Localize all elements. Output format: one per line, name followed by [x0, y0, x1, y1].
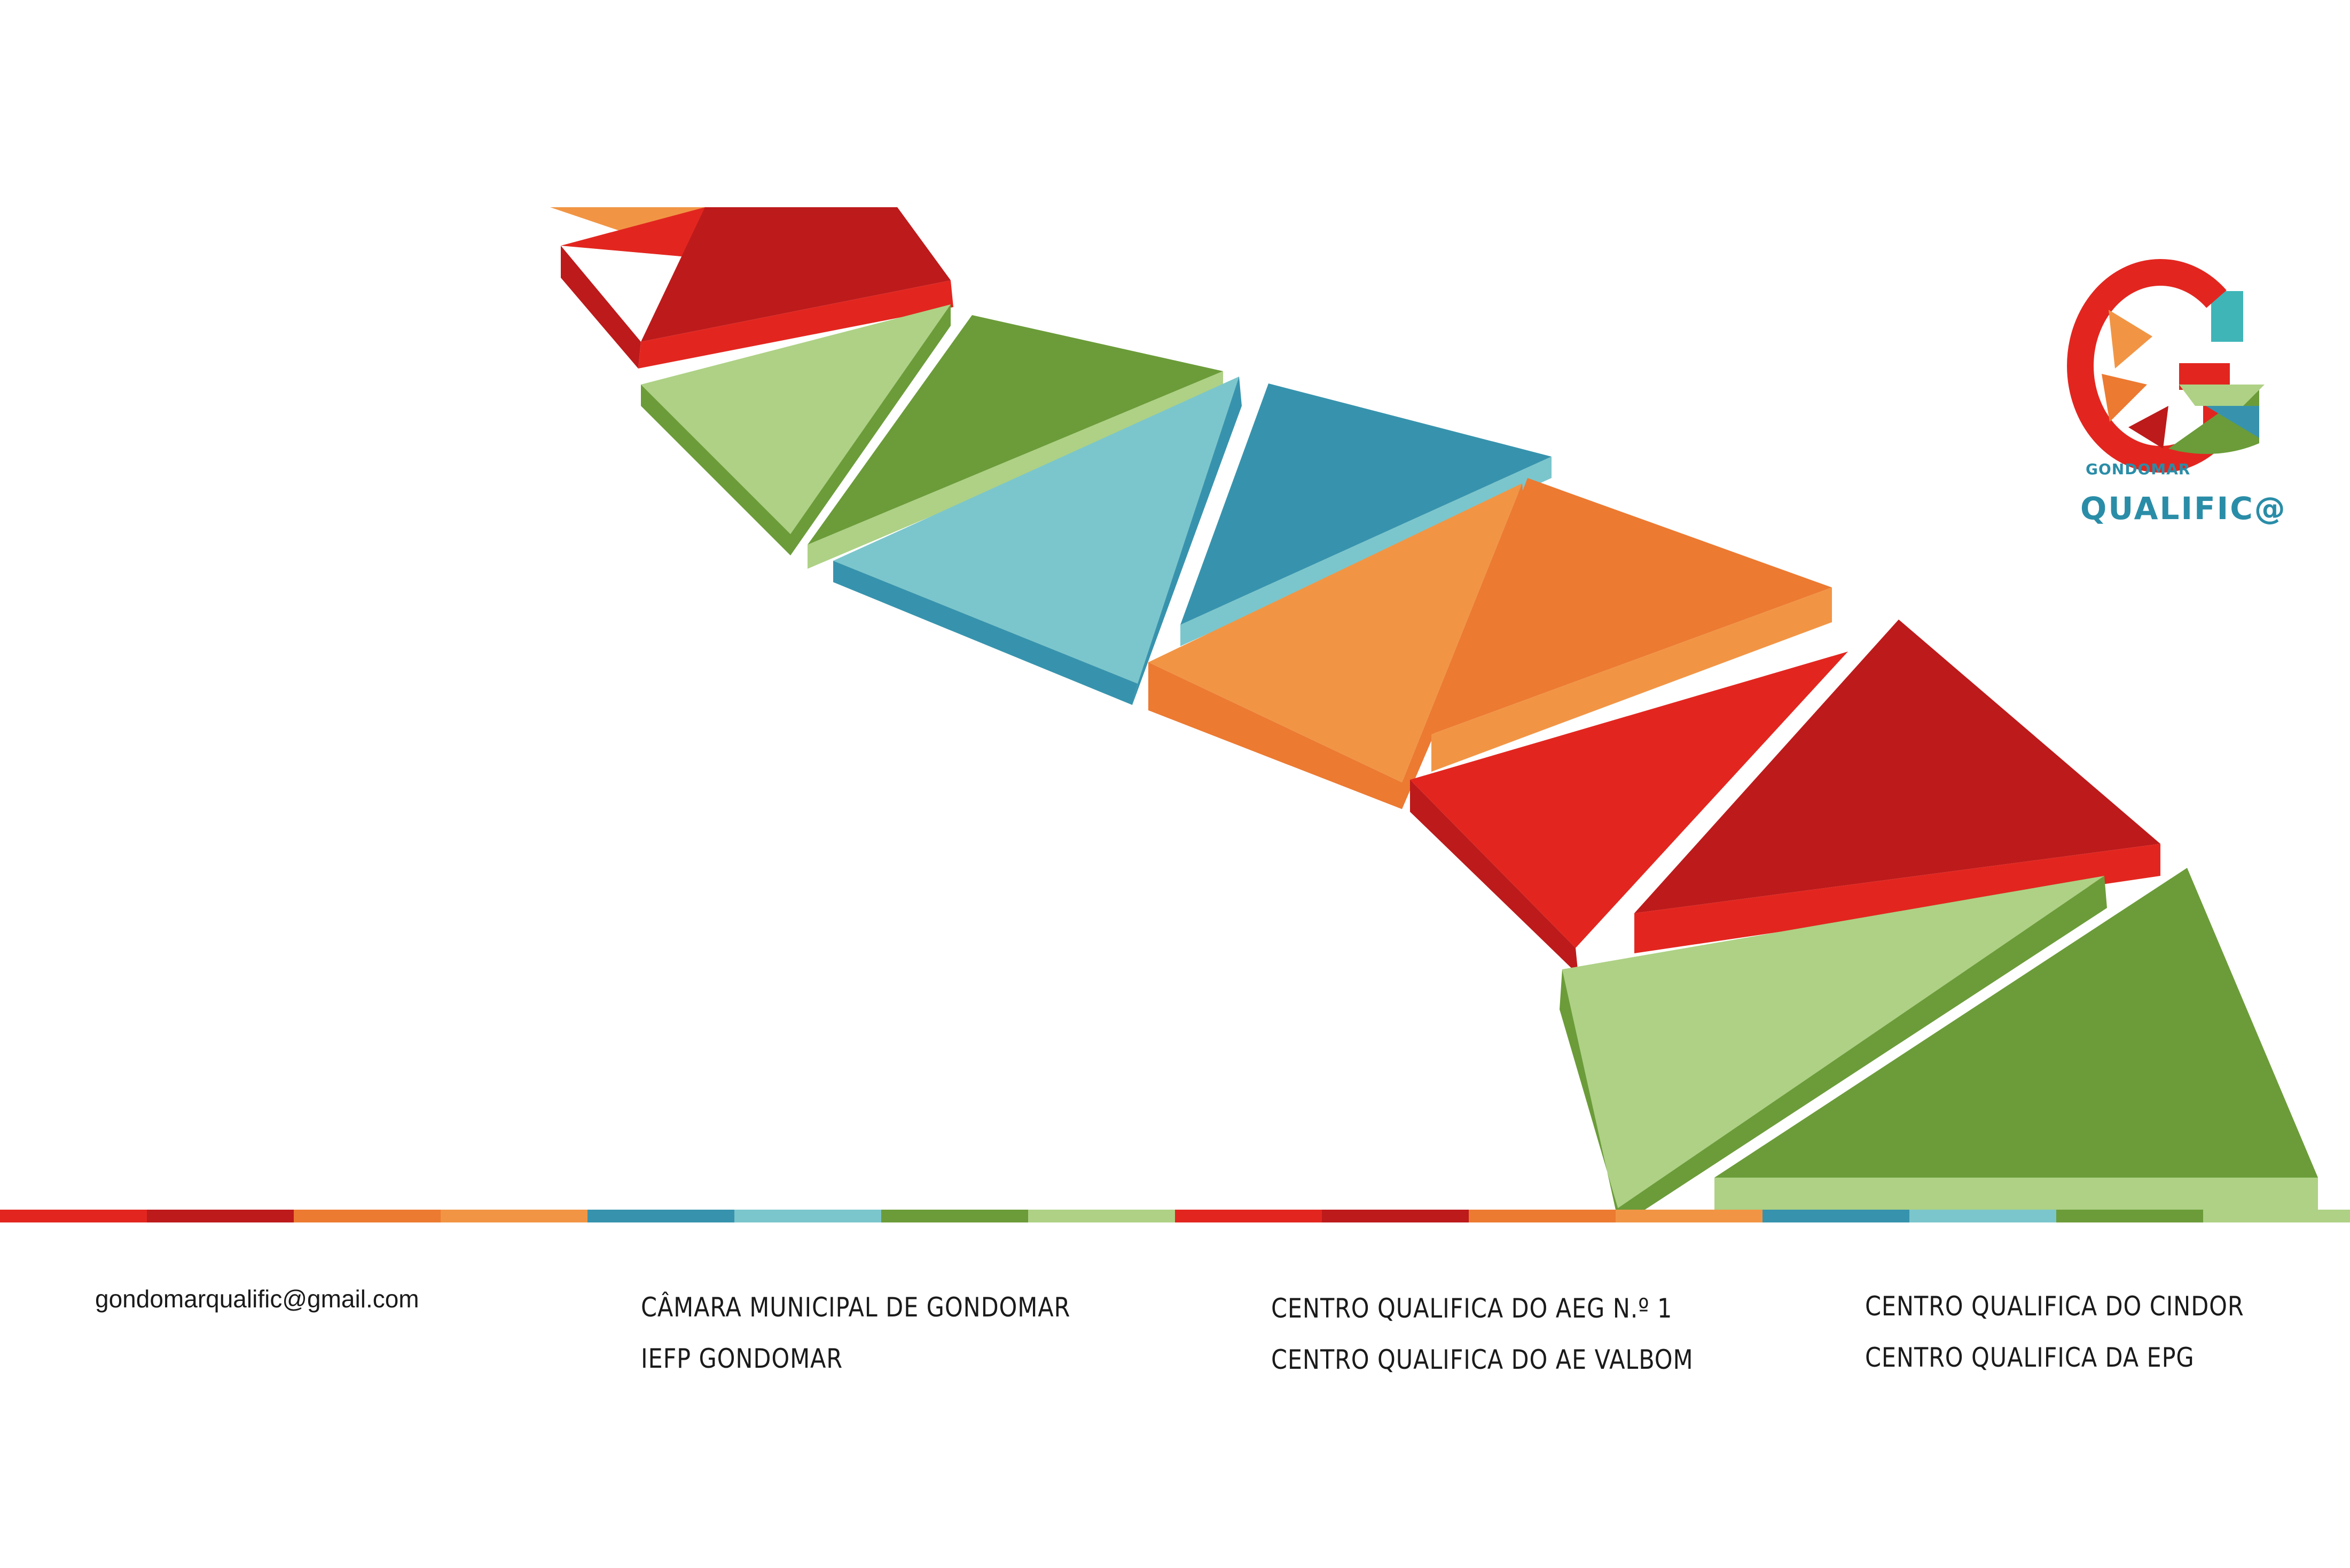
partners-column-2: CENTRO QUALIFICA DO AEG N.º 1 CENTRO QUA…	[1271, 1283, 1693, 1385]
logo-name: QUALIFIC@	[2080, 490, 2287, 527]
partner-name: CENTRO QUALIFICA DO AEG N.º 1	[1271, 1293, 1673, 1324]
triangle-ribbon	[550, 207, 2318, 1210]
partner-name: CENTRO QUALIFICA DO AE VALBOM	[1271, 1344, 1694, 1375]
contact-email[interactable]: gondomarqualific@gmail.com	[95, 1285, 419, 1313]
partners-column-3: CENTRO QUALIFICA DO CINDOR CENTRO QUALIF…	[1865, 1281, 2244, 1383]
partners-column-1: CÂMARA MUNICIPAL DE GONDOMAR IEFP GONDOM…	[641, 1282, 1070, 1384]
logo-small-label: GONDOMAR	[2086, 460, 2191, 478]
partner-name: IEFP GONDOMAR	[641, 1343, 843, 1374]
colour-stripe	[0, 1210, 2350, 1222]
partner-name: CÂMARA MUNICIPAL DE GONDOMAR	[641, 1292, 1071, 1323]
partner-name: CENTRO QUALIFICA DA EPG	[1865, 1342, 2195, 1373]
qualifica-logo-icon	[2067, 259, 2265, 473]
partner-name: CENTRO QUALIFICA DO CINDOR	[1865, 1291, 2244, 1322]
